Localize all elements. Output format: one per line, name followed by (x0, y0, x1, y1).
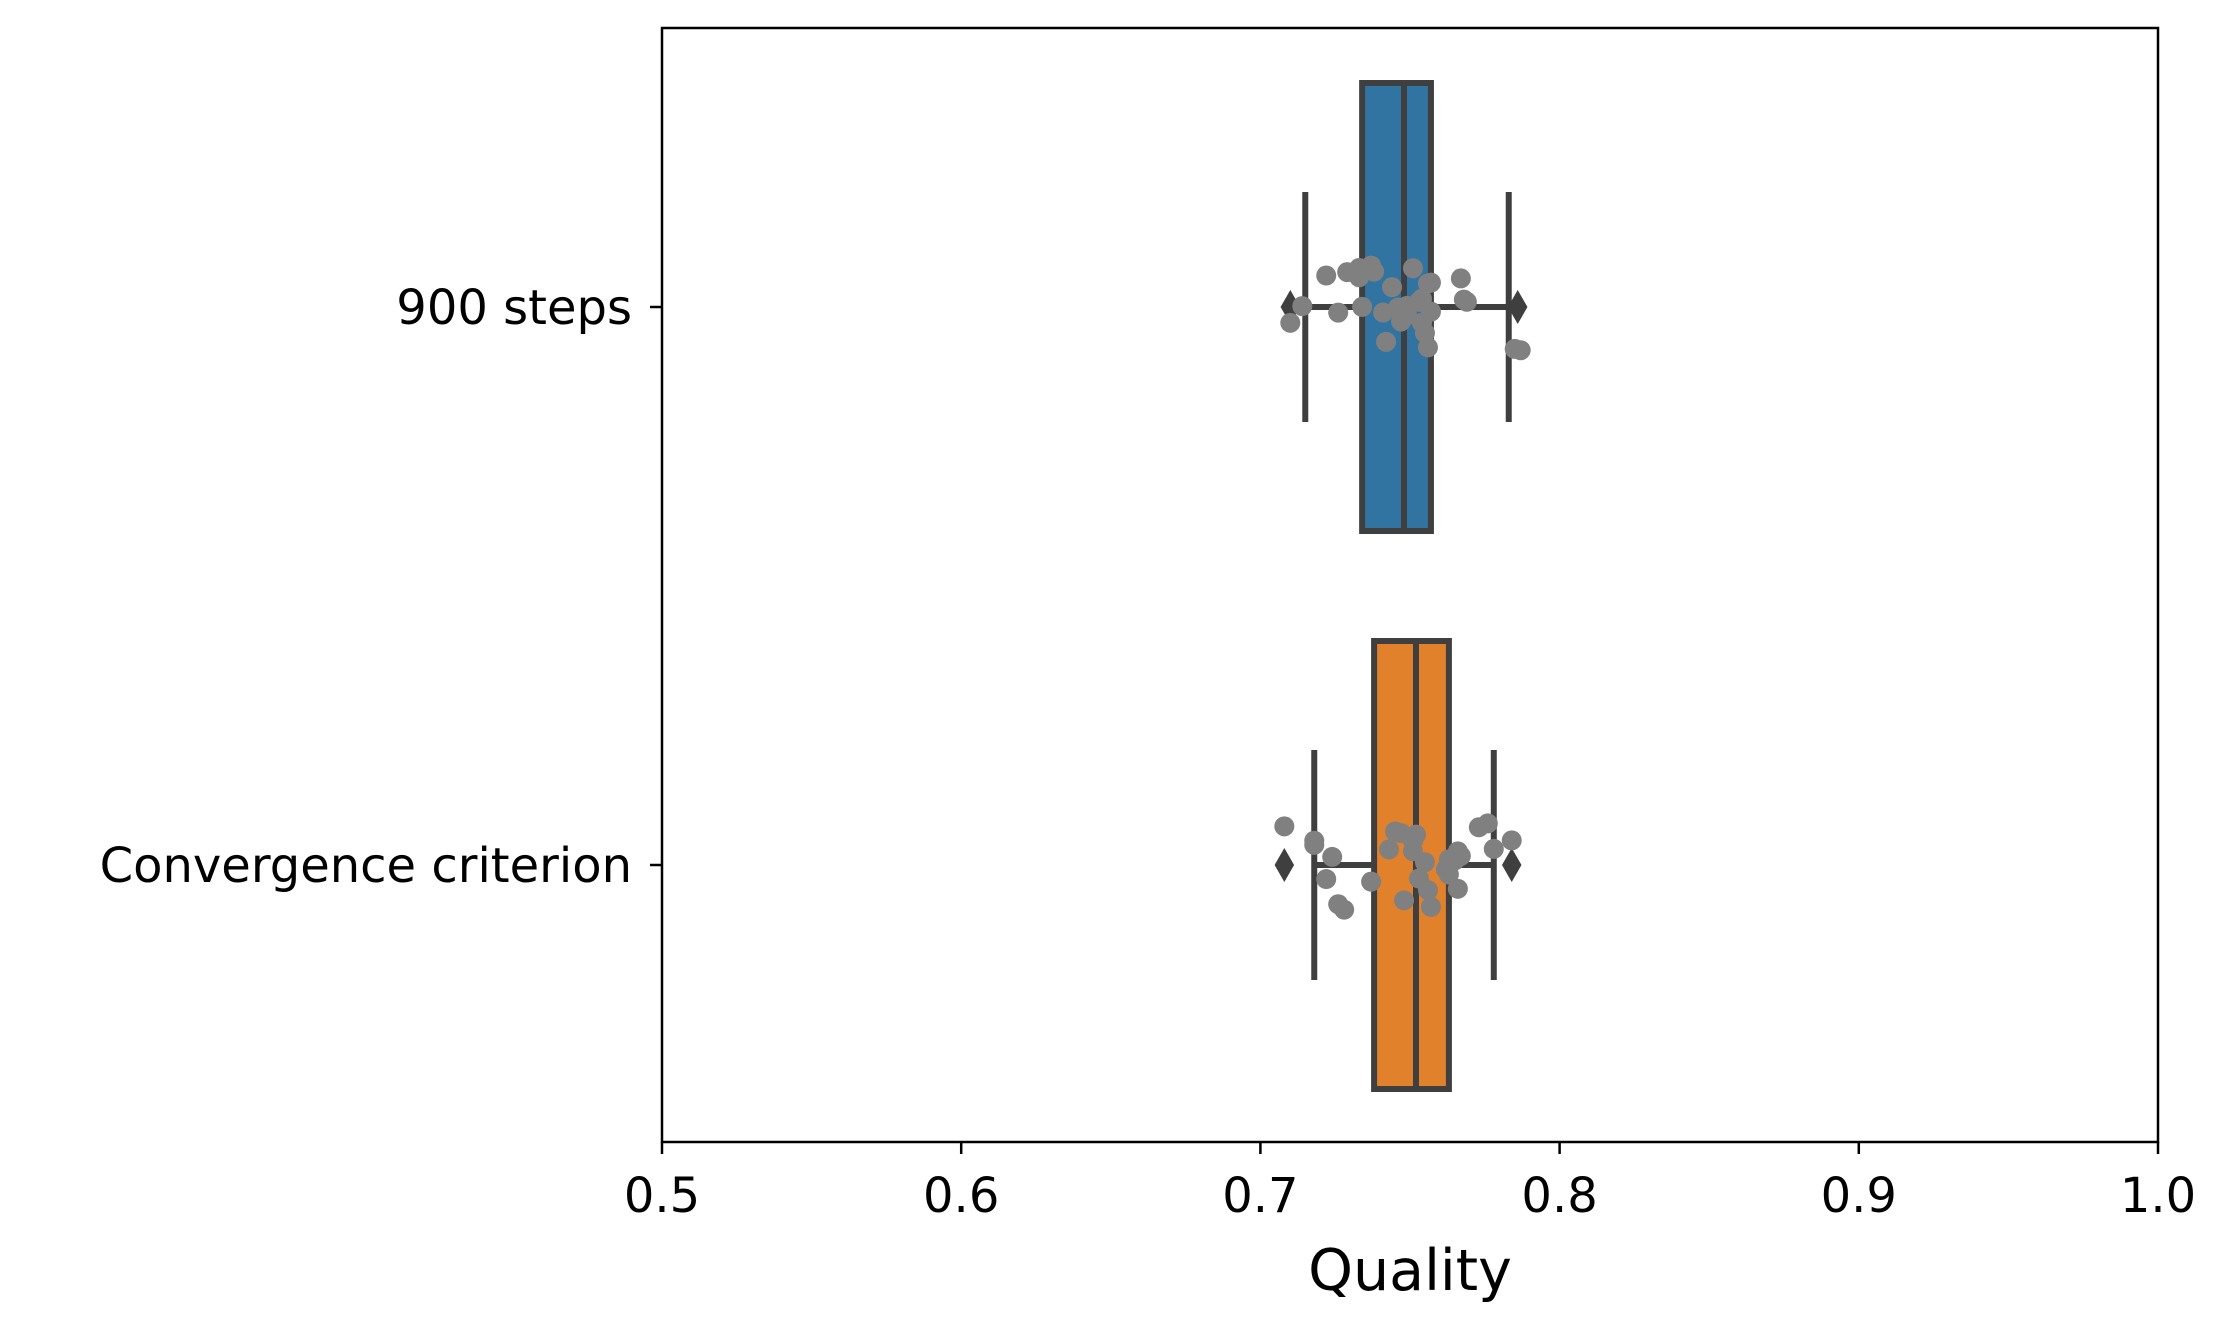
data-point (1316, 265, 1337, 286)
y-tick-label: 900 steps (396, 280, 632, 336)
box-iqr (1371, 638, 1452, 1092)
data-point (1417, 337, 1438, 358)
outlier-marker (1501, 848, 1522, 882)
data-point (1328, 302, 1349, 323)
data-point (1450, 268, 1471, 289)
data-point (1411, 312, 1432, 333)
data-point (1382, 277, 1403, 298)
y-tick-label: Convergence criterion (100, 838, 632, 894)
data-point (1391, 311, 1412, 332)
x-tick-label: 0.5 (624, 1168, 700, 1224)
data-point (1373, 302, 1394, 323)
data-point (1385, 821, 1406, 842)
x-tick-label: 1.0 (2120, 1168, 2196, 1224)
x-tick-label: 0.7 (1222, 1168, 1298, 1224)
data-point (1352, 296, 1373, 317)
data-point (1274, 816, 1295, 837)
x-axis-title: Quality (1308, 1238, 1512, 1304)
data-point (1292, 296, 1313, 317)
box-group-1 (1280, 80, 1531, 534)
data-point (1322, 846, 1343, 867)
data-point (1420, 272, 1441, 293)
data-point (1361, 255, 1382, 276)
plot-area (1274, 80, 1531, 1092)
data-point (1379, 839, 1400, 860)
x-tick-label: 0.9 (1821, 1168, 1897, 1224)
data-point (1414, 852, 1435, 873)
data-point (1316, 869, 1337, 890)
data-point (1361, 871, 1382, 892)
data-point (1328, 894, 1349, 915)
axes-frame (660, 26, 2160, 1144)
outlier-marker (1274, 848, 1295, 882)
outlier-marker (1507, 290, 1528, 324)
data-point (1504, 338, 1525, 359)
data-point (1408, 868, 1429, 889)
box-group-2 (1274, 638, 1522, 1092)
data-point (1438, 849, 1459, 870)
data-point (1477, 813, 1498, 834)
data-point (1420, 896, 1441, 917)
data-point (1280, 312, 1301, 333)
data-point (1402, 829, 1423, 850)
x-tick-label: 0.6 (923, 1168, 999, 1224)
data-point (1483, 838, 1504, 859)
x-axis: 0.5 0.6 0.7 0.8 0.9 1.0 (624, 1142, 2196, 1224)
y-axis: 900 steps Convergence criterion (100, 280, 662, 894)
x-tick-label: 0.8 (1521, 1168, 1597, 1224)
data-point (1453, 289, 1474, 310)
data-point (1304, 830, 1325, 851)
data-point (1447, 878, 1468, 899)
data-point (1394, 890, 1415, 911)
data-point (1337, 262, 1358, 283)
data-point (1376, 331, 1397, 352)
data-point (1501, 830, 1522, 851)
data-point (1402, 258, 1423, 279)
